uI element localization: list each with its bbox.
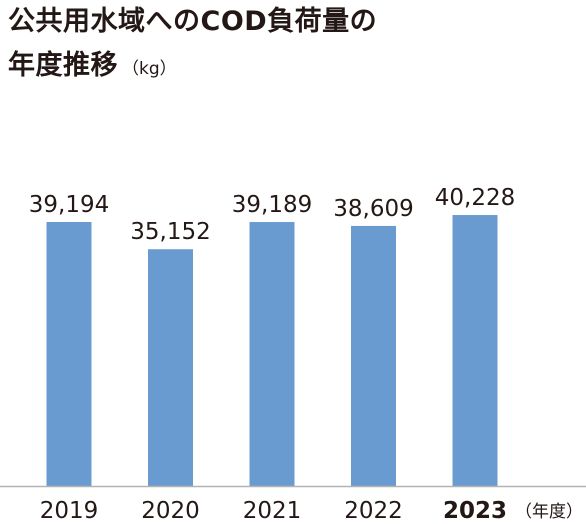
x-unit-label: （年度） bbox=[515, 502, 583, 522]
chart-title-line1: 公共用水域へのCOD負荷量の bbox=[8, 6, 378, 37]
value-label-2021: 39,189 bbox=[232, 192, 312, 218]
value-label-2020: 35,152 bbox=[130, 219, 210, 245]
y-unit-label: （kg） bbox=[122, 59, 177, 79]
chart-title-line2: 年度推移 （kg） bbox=[8, 50, 177, 85]
bar-2019 bbox=[46, 222, 92, 486]
x-tick-label-2023: 2023 bbox=[443, 498, 507, 524]
bar-2023 bbox=[452, 215, 498, 486]
bars-group bbox=[46, 215, 498, 486]
bar-2020 bbox=[148, 249, 193, 486]
value-label-2019: 39,194 bbox=[29, 192, 109, 218]
bar-2021 bbox=[249, 222, 295, 486]
x-tick-label-2021: 2021 bbox=[243, 498, 302, 524]
value-label-2023: 40,228 bbox=[435, 185, 515, 211]
x-tick-label-2019: 2019 bbox=[40, 498, 99, 524]
bar-2022 bbox=[351, 225, 396, 486]
value-label-2022: 38,609 bbox=[333, 196, 413, 222]
chart-title-line2-text: 年度推移 bbox=[8, 50, 118, 81]
x-tick-label-2022: 2022 bbox=[344, 498, 403, 524]
x-tick-label-2020: 2020 bbox=[141, 498, 200, 524]
x-tick-labels-group: 2019 2020 2021 2022 2023 bbox=[40, 498, 507, 524]
value-labels-group: 39,194 35,152 39,189 38,609 40,228 bbox=[29, 185, 515, 245]
